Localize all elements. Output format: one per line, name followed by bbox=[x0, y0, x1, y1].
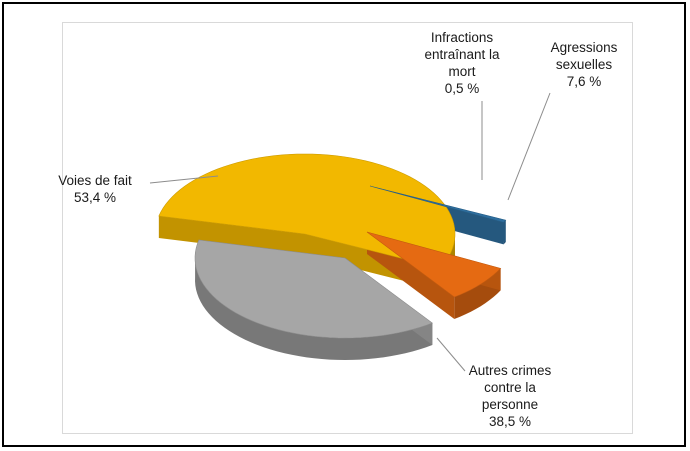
pie-slice-autres-crimes-contre-la-personne bbox=[194, 239, 433, 339]
data-label-text-4: contre la bbox=[484, 380, 536, 395]
data-label-value-1: 53,4 % bbox=[74, 190, 116, 205]
leader-line-3 bbox=[507, 92, 551, 201]
data-label-value-4: 38,5 % bbox=[489, 414, 531, 429]
data-label-text-2: Infractions bbox=[431, 30, 494, 45]
data-label-text-4: Autres crimes bbox=[469, 363, 552, 378]
pie-slice-rim-4 bbox=[195, 255, 433, 360]
pie-slice-infractions-entrainant-la-mort bbox=[369, 185, 507, 223]
data-label-text-3: Agressions bbox=[551, 40, 618, 55]
leader-line-4 bbox=[436, 337, 466, 372]
data-label-text-2: entraînant la bbox=[424, 47, 500, 62]
plot-area bbox=[62, 22, 633, 434]
data-label-value-3: 7,6 % bbox=[567, 74, 602, 89]
data-label-value-2: 0,5 % bbox=[445, 81, 480, 96]
pie-slice-wall-1-start bbox=[158, 216, 305, 256]
data-label-text-2: mort bbox=[449, 64, 476, 79]
leader-line-1 bbox=[149, 175, 219, 184]
pie-slice-agressions-sexuelles bbox=[366, 231, 502, 298]
data-label-text-1: Voies de fait bbox=[58, 173, 132, 188]
data-label-text-4: personne bbox=[482, 397, 538, 412]
data-label-text-3: sexuelles bbox=[556, 57, 613, 72]
